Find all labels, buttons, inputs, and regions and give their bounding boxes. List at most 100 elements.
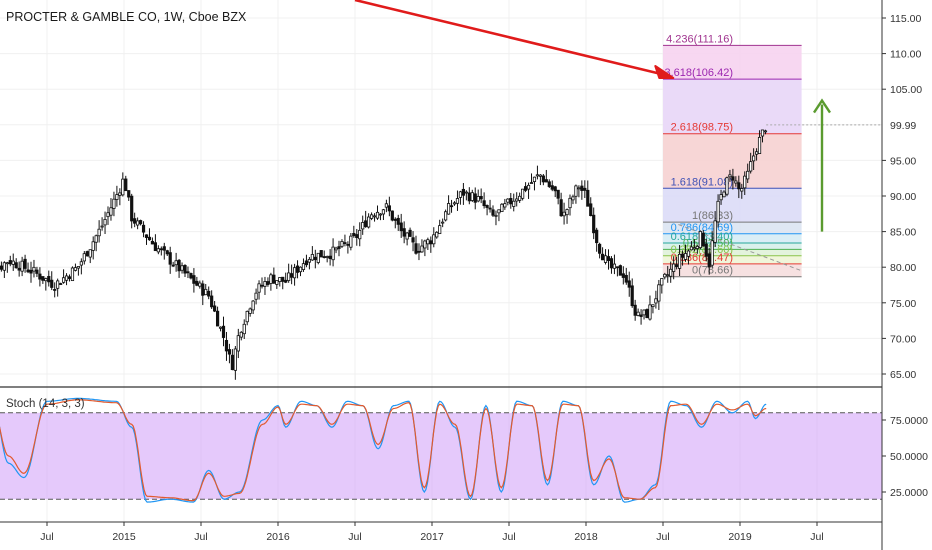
last-price-label: 99.99 xyxy=(890,120,916,132)
candle-body xyxy=(195,280,199,286)
candle-body xyxy=(35,269,39,274)
candle-body xyxy=(592,214,596,234)
candle-body xyxy=(538,174,542,177)
red-arrow-head xyxy=(654,65,675,79)
candle-body xyxy=(473,193,477,203)
candle-body xyxy=(91,241,95,251)
candle-body xyxy=(364,220,368,228)
price-axis-label: 110.00 xyxy=(890,49,921,61)
candle-body xyxy=(106,212,110,218)
fib-zone-band xyxy=(663,45,802,80)
candle-body xyxy=(227,349,232,355)
candle-body xyxy=(207,290,211,297)
candle-body xyxy=(417,250,421,253)
candle-body xyxy=(624,274,628,283)
candle-body xyxy=(698,231,702,249)
stoch-band-fill xyxy=(0,412,882,500)
candle-body xyxy=(479,196,483,200)
candle-body xyxy=(325,256,329,258)
candle-body xyxy=(358,229,362,240)
candle-body xyxy=(127,190,131,198)
candle-body xyxy=(340,241,344,247)
candle-body xyxy=(651,304,655,307)
candle-body xyxy=(580,185,584,191)
candle-body xyxy=(266,281,270,285)
candle-body xyxy=(521,188,525,199)
fib-zone-band xyxy=(663,263,802,277)
candle-body xyxy=(224,339,229,352)
candle-body xyxy=(130,195,134,222)
candle-body xyxy=(710,240,714,266)
candle-body xyxy=(639,314,643,317)
candle-body xyxy=(307,258,311,263)
candle-body xyxy=(23,258,27,269)
fib-level-label: 0.382(81.60) xyxy=(671,244,733,256)
candle-body xyxy=(731,176,735,181)
candle-body xyxy=(669,268,673,277)
candle-body xyxy=(257,283,261,293)
candle-body xyxy=(734,180,738,184)
candle-body xyxy=(0,265,3,270)
candle-body xyxy=(144,234,149,238)
candle-body xyxy=(586,189,590,207)
candle-body xyxy=(609,258,614,269)
candle-body xyxy=(476,196,480,202)
candle-body xyxy=(218,326,223,329)
candle-body xyxy=(85,251,89,257)
candle-body xyxy=(174,260,178,266)
candle-body xyxy=(70,267,75,282)
candle-body xyxy=(5,262,9,265)
candle-body xyxy=(550,185,554,190)
candle-body xyxy=(438,225,442,235)
candle-body xyxy=(281,276,285,282)
candle-body xyxy=(275,280,279,285)
fib-zone-band xyxy=(663,249,802,256)
candle-body xyxy=(215,310,220,327)
candle-body xyxy=(112,198,116,209)
candle-body xyxy=(683,253,688,260)
candle-body xyxy=(292,267,297,279)
candle-body xyxy=(654,298,658,304)
candle-body xyxy=(509,198,513,205)
candle-body xyxy=(316,252,320,263)
candle-body xyxy=(426,239,430,245)
candle-body xyxy=(677,253,682,269)
candle-body xyxy=(20,260,24,272)
candle-body xyxy=(32,266,36,272)
candle-body xyxy=(171,264,175,267)
candle-body xyxy=(589,203,593,217)
candle-body xyxy=(189,273,193,279)
candle-body xyxy=(73,267,78,271)
candle-body xyxy=(245,310,249,323)
candle-body xyxy=(414,243,418,254)
candle-body xyxy=(76,266,80,269)
price-axis-label: 115.00 xyxy=(890,13,921,25)
candle-body xyxy=(124,178,128,192)
candle-body xyxy=(393,218,397,221)
candle-body xyxy=(378,213,383,216)
candle-body xyxy=(239,331,243,338)
candle-body xyxy=(47,276,51,283)
candle-body xyxy=(375,211,380,219)
candle-body xyxy=(298,266,303,273)
candle-body xyxy=(100,225,104,228)
candle-body xyxy=(372,215,377,218)
candle-body xyxy=(544,179,548,183)
candle-body xyxy=(284,279,288,283)
candle-body xyxy=(722,191,726,198)
candle-body xyxy=(248,308,252,314)
time-axis-label: Jul xyxy=(40,531,53,543)
candle-body xyxy=(213,305,217,312)
candle-body xyxy=(515,198,519,202)
time-axis-label: Jul xyxy=(656,531,669,543)
candle-body xyxy=(254,292,258,300)
candle-body xyxy=(642,309,646,316)
candle-body xyxy=(612,263,617,269)
candle-body xyxy=(192,275,196,284)
candle-body xyxy=(343,242,347,244)
candle-body xyxy=(210,295,214,308)
fib-zone-band xyxy=(663,255,802,264)
candle-body xyxy=(488,207,492,210)
candle-body xyxy=(749,161,753,172)
